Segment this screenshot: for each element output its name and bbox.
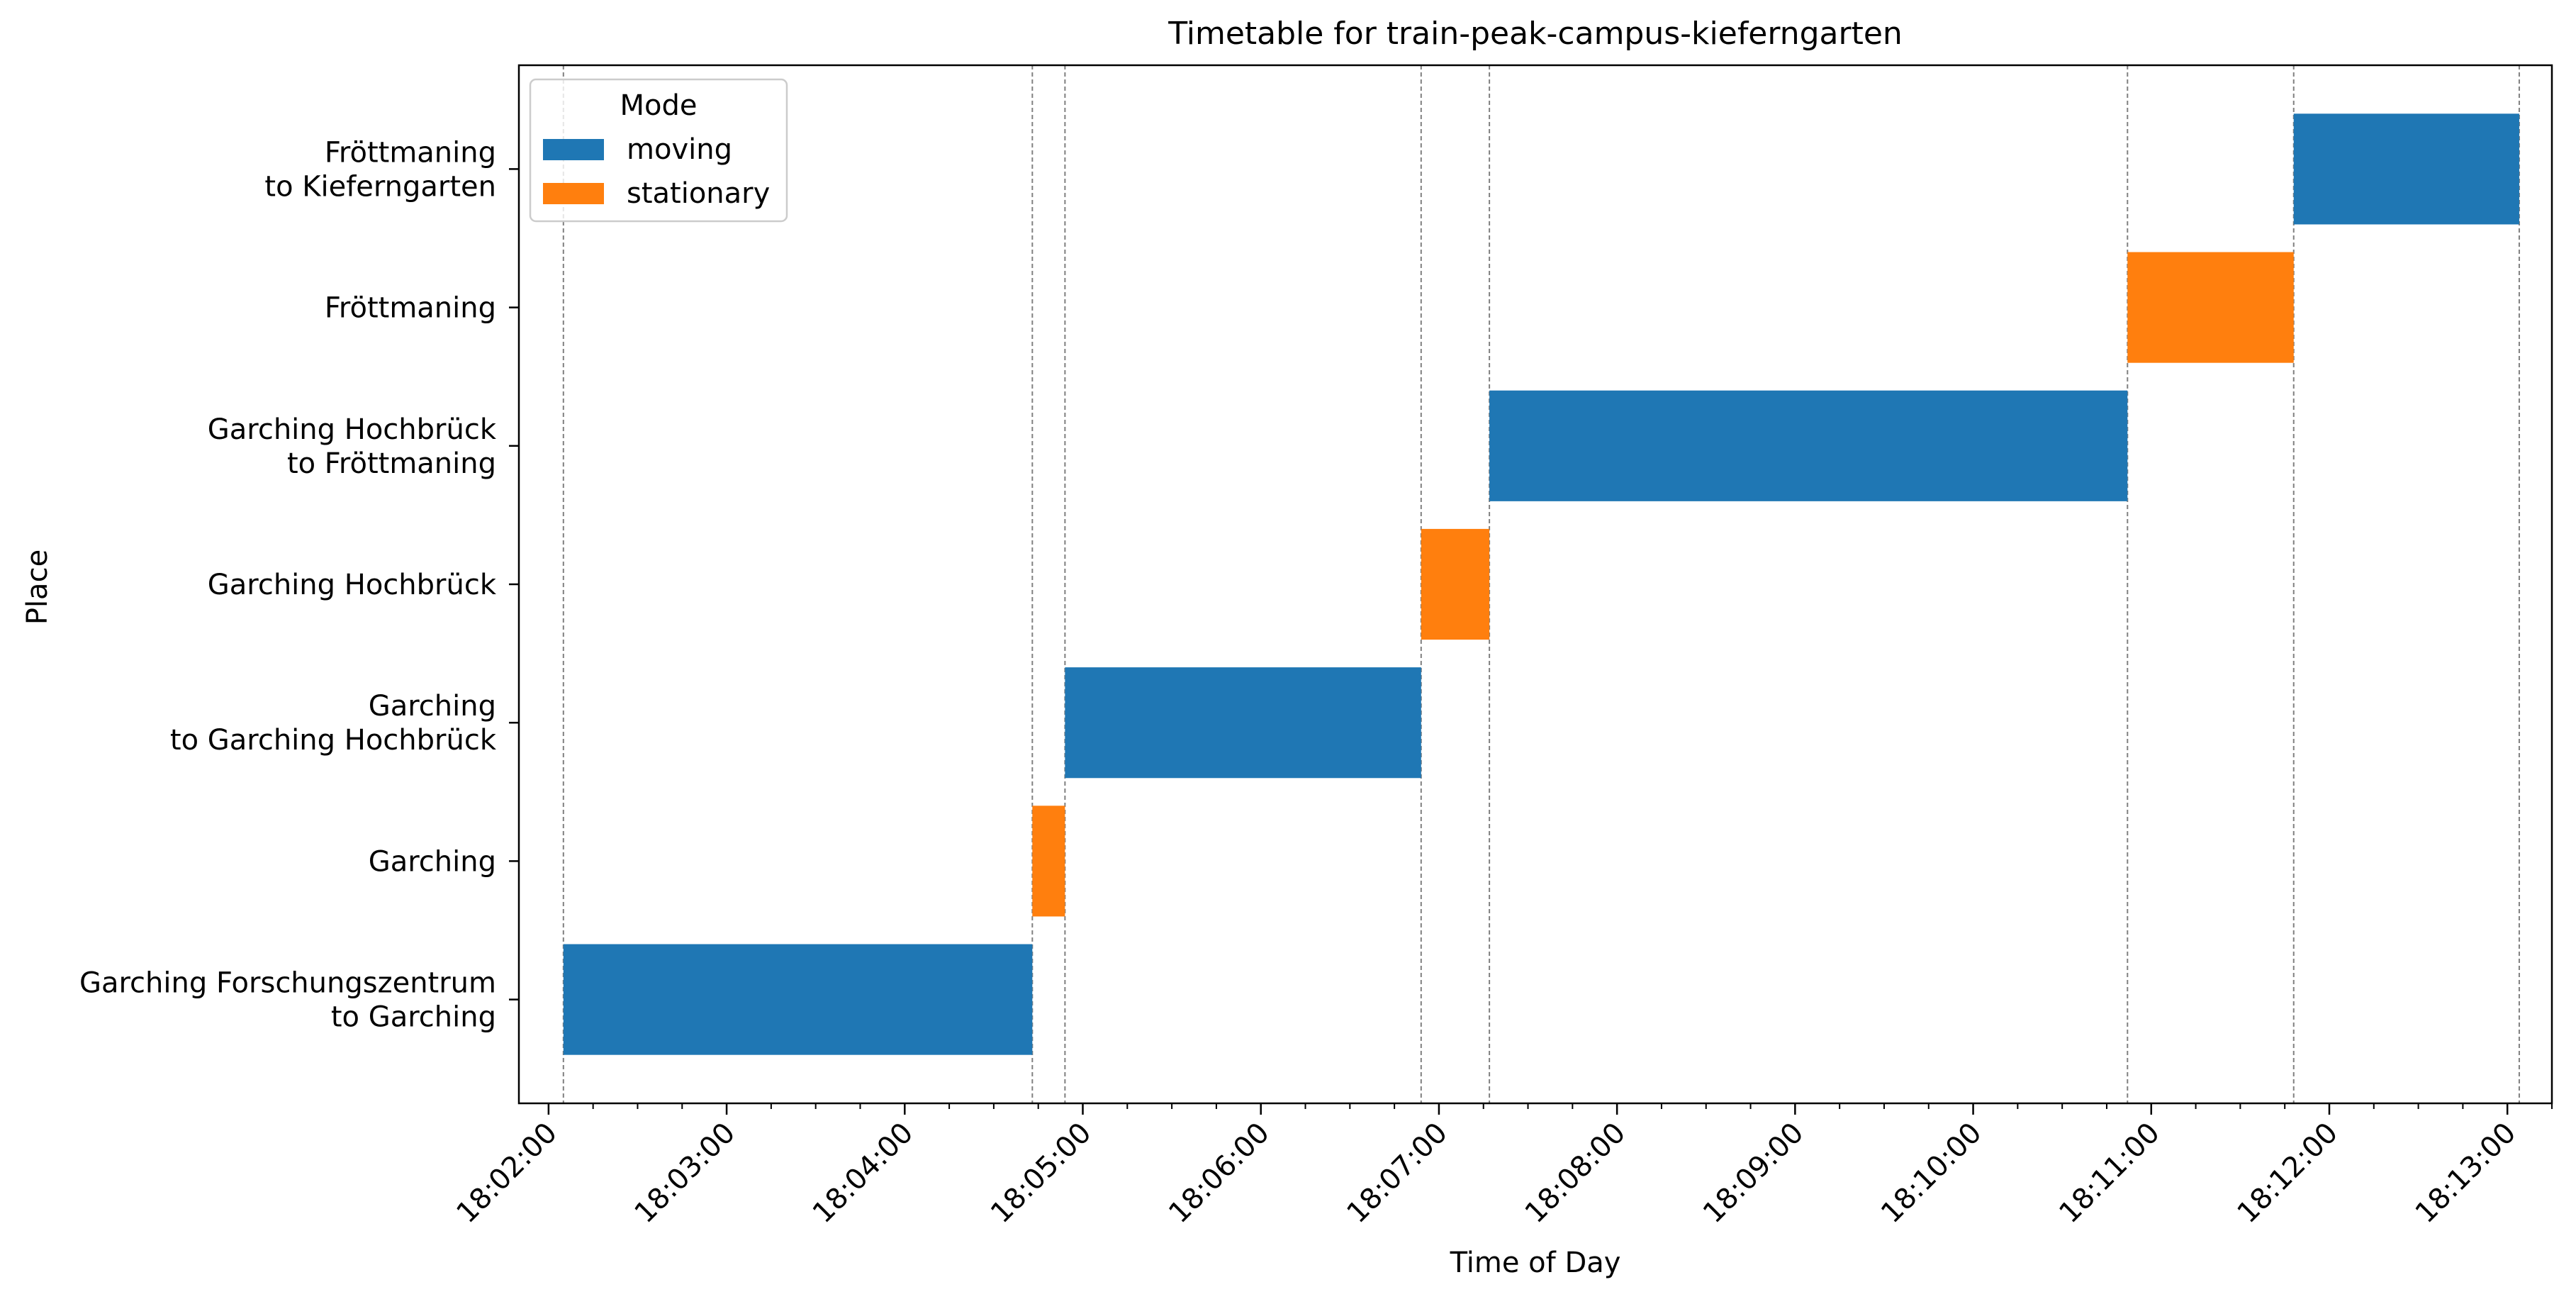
x-tick-label-11: 18:13:00 <box>2409 1117 2523 1230</box>
boundary-lines <box>562 65 2520 1103</box>
x-tick-label-5: 18:07:00 <box>1340 1117 1454 1230</box>
x-tick-label-10: 18:12:00 <box>2231 1117 2344 1230</box>
y-tick-label-4-line-0: Garching Hochbrück <box>208 413 497 446</box>
bar-moving-6 <box>2293 113 2519 225</box>
y-tick-label-2-line-1: to Garching Hochbrück <box>170 724 497 757</box>
bar-moving-4 <box>1489 390 2128 501</box>
legend: Mode moving stationary <box>529 78 788 223</box>
x-tick-label-6: 18:08:00 <box>1519 1117 1633 1230</box>
bar-moving-0 <box>563 944 1033 1055</box>
legend-swatch-stationary <box>543 183 604 204</box>
legend-label-stationary: stationary <box>627 177 770 210</box>
y-tick-label-0-line-0: Garching Forschungszentrum <box>79 967 496 1000</box>
x-tick-label-1: 18:03:00 <box>629 1117 742 1230</box>
x-tick-label-7: 18:09:00 <box>1697 1117 1810 1230</box>
y-tick-label-3-line-0: Garching Hochbrück <box>208 569 497 601</box>
gantt-bars <box>563 113 2519 1055</box>
y-tick-label-1-line-0: Garching <box>369 845 496 878</box>
y-tick-label-0-line-1: to Garching <box>331 1001 496 1034</box>
x-tick-label-9: 18:11:00 <box>2053 1117 2166 1230</box>
y-tick-label-6-line-0: Fröttmaning <box>325 136 496 169</box>
bar-stationary-3 <box>1421 528 1490 640</box>
bar-stationary-1 <box>1032 806 1065 917</box>
chart-title: Timetable for train-peak-campus-kieferng… <box>1167 16 1903 52</box>
y-tick-label-6-line-1: to Kieferngarten <box>264 170 496 203</box>
legend-title: Mode <box>620 89 698 122</box>
bar-stationary-5 <box>2127 252 2294 363</box>
x-tick-label-4: 18:06:00 <box>1163 1117 1276 1230</box>
bar-moving-2 <box>1065 667 1421 779</box>
y-tick-label-2-line-0: Garching <box>369 690 496 723</box>
x-axis-ticks: 18:02:00 18:03:00 18:04:00 18:05:00 18:06:00… <box>450 1103 2553 1230</box>
legend-label-moving: moving <box>627 133 732 166</box>
x-axis-label: Time of Day <box>1450 1247 1621 1279</box>
x-tick-label-3: 18:05:00 <box>985 1117 1098 1230</box>
y-tick-label-4-line-1: to Fröttmaning <box>287 447 496 480</box>
y-tick-label-5-line-0: Fröttmaning <box>325 292 496 325</box>
x-tick-label-2: 18:04:00 <box>807 1117 920 1230</box>
x-tick-label-0: 18:02:00 <box>450 1117 564 1230</box>
y-axis-label: Place <box>21 550 54 625</box>
x-tick-label-8: 18:10:00 <box>1875 1117 1988 1230</box>
legend-swatch-moving <box>543 139 604 160</box>
